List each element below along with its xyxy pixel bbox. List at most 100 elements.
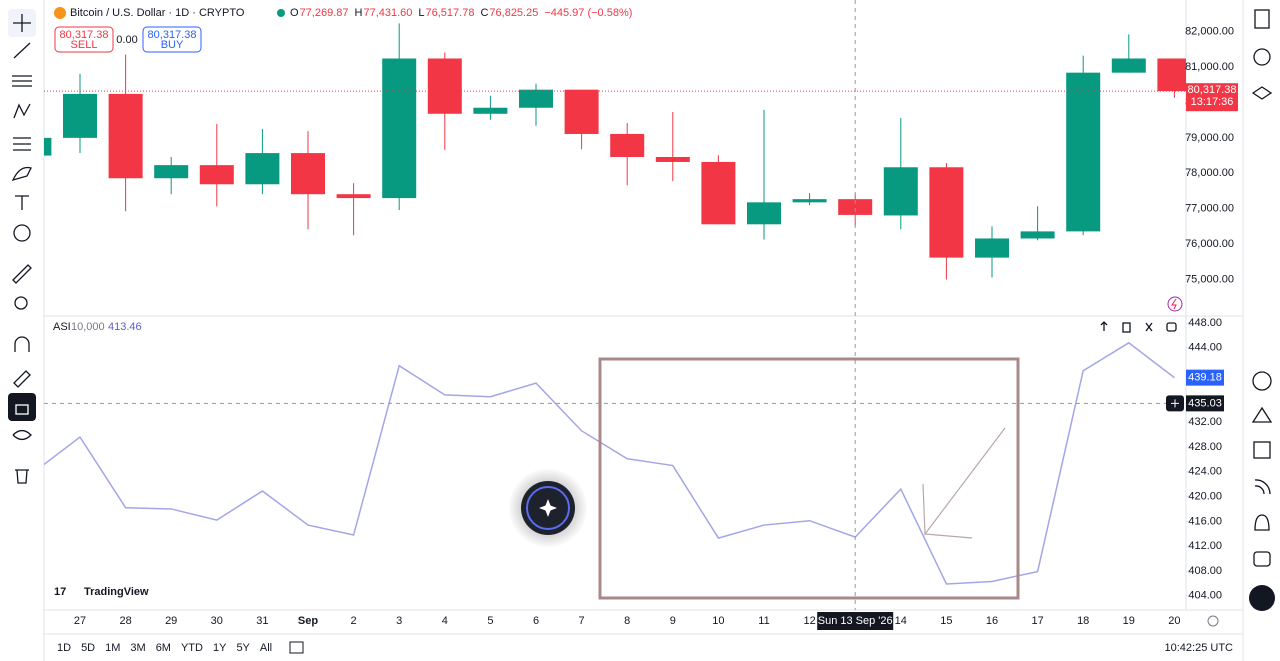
candle-body[interactable] xyxy=(382,58,417,199)
countdown: 13:17:36 xyxy=(1191,96,1234,108)
trendline-tool[interactable] xyxy=(13,42,31,59)
y-tick-label: 428.00 xyxy=(1188,441,1222,453)
timeframe[interactable]: 3M xyxy=(130,642,145,654)
candle-body[interactable] xyxy=(17,137,52,156)
drawn-rectangle[interactable] xyxy=(598,357,1020,600)
lock-drawing-tool[interactable] xyxy=(13,370,31,388)
timeframe[interactable]: 6M xyxy=(156,642,171,654)
x-tick-label: 7 xyxy=(579,615,585,627)
forecast-tool[interactable] xyxy=(13,137,31,151)
collapse-pane[interactable] xyxy=(1145,322,1153,332)
watchlist[interactable] xyxy=(1254,9,1270,29)
hide-tool[interactable] xyxy=(12,429,32,441)
timeframe[interactable]: 1D xyxy=(57,642,71,654)
timeframe[interactable]: YTD xyxy=(181,642,203,654)
candle-body[interactable] xyxy=(1157,58,1191,92)
date-range[interactable] xyxy=(289,641,304,654)
ideas[interactable] xyxy=(1251,406,1273,423)
plot-area xyxy=(17,0,1191,610)
brush-tool[interactable] xyxy=(11,166,32,182)
pattern-tool[interactable] xyxy=(13,103,31,119)
candle-body[interactable] xyxy=(883,167,918,216)
candle-body[interactable] xyxy=(63,93,97,138)
move-up[interactable] xyxy=(1100,321,1108,331)
timeframe[interactable]: 5D xyxy=(81,642,95,654)
magnet-tool[interactable] xyxy=(14,336,30,352)
candle-body[interactable] xyxy=(1066,72,1101,232)
emoji-tool[interactable] xyxy=(13,224,31,242)
timeframes: 1D 5D 1M 3M 6M YTD 1Y 5Y All xyxy=(57,642,272,654)
ohlc-value: 76,517.78 xyxy=(426,7,475,19)
candle-body[interactable] xyxy=(747,202,781,225)
candle-body[interactable] xyxy=(427,58,462,114)
alerts[interactable] xyxy=(1253,48,1271,66)
candle-body[interactable] xyxy=(1111,58,1146,73)
delete-pane[interactable] xyxy=(1122,322,1131,333)
candle-body[interactable] xyxy=(519,89,553,108)
x-tick-label: 16 xyxy=(986,615,998,627)
drawn-line[interactable] xyxy=(922,427,1006,536)
candle-body[interactable] xyxy=(154,165,189,179)
candle-body[interactable] xyxy=(108,93,143,179)
apps[interactable] xyxy=(1249,585,1275,611)
candle-body[interactable] xyxy=(245,153,280,185)
alert-icon[interactable] xyxy=(1167,296,1183,312)
candle-body[interactable] xyxy=(792,199,827,203)
ohlc-key: H xyxy=(355,7,363,19)
crosshair-value-bg xyxy=(1186,395,1224,412)
spread: 0.00 xyxy=(116,34,137,46)
timeframe[interactable]: 5Y xyxy=(236,642,250,654)
candle-body[interactable] xyxy=(929,167,964,258)
candle-body[interactable] xyxy=(975,238,1009,258)
last-price-bg xyxy=(1186,83,1238,112)
candle-body[interactable] xyxy=(1020,231,1055,239)
crosshair-tool[interactable] xyxy=(13,14,31,32)
x-tick-label: 6 xyxy=(533,615,539,627)
y-tick-label: 75,000.00 xyxy=(1185,273,1234,285)
candle-body[interactable] xyxy=(336,194,371,199)
axis-settings[interactable] xyxy=(1207,615,1219,627)
x-tick-label: 14 xyxy=(895,615,907,627)
asi-line[interactable] xyxy=(34,341,1175,585)
measure-tool[interactable] xyxy=(12,264,32,284)
target[interactable] xyxy=(1252,371,1272,391)
lock-active-bg[interactable] xyxy=(8,393,36,421)
crosshair-plus[interactable] xyxy=(1171,399,1179,408)
remove-tool[interactable] xyxy=(15,469,29,484)
candle-body[interactable] xyxy=(838,199,873,215)
ohlc-key: L xyxy=(418,7,424,19)
zoom-tool[interactable] xyxy=(14,296,28,310)
chat[interactable] xyxy=(1253,551,1271,567)
x-tick-label: 17 xyxy=(1031,615,1043,627)
alert-bolt xyxy=(1171,298,1177,310)
candle-body[interactable] xyxy=(473,107,508,114)
drawn-line[interactable] xyxy=(924,533,973,539)
streams[interactable] xyxy=(1254,479,1271,495)
x-tick-label: 15 xyxy=(940,615,952,627)
x-tick-label: 4 xyxy=(442,615,448,627)
indicator-name[interactable]: ASI xyxy=(53,321,71,333)
maximize-pane[interactable] xyxy=(1166,322,1177,332)
y-tick-label: 77,000.00 xyxy=(1185,203,1234,215)
timeframe[interactable]: 1Y xyxy=(213,642,227,654)
notifications[interactable] xyxy=(1254,514,1270,531)
timeframe[interactable]: 1M xyxy=(105,642,120,654)
candle-body[interactable] xyxy=(701,161,736,225)
candle-body[interactable] xyxy=(655,156,690,162)
candle-body[interactable] xyxy=(291,153,325,195)
buy-button[interactable] xyxy=(142,26,202,53)
symbol-icon xyxy=(54,7,66,19)
candle-body[interactable] xyxy=(564,89,599,134)
sell-button[interactable] xyxy=(54,26,114,53)
timeframe[interactable]: All xyxy=(260,642,272,654)
fib-tool[interactable] xyxy=(12,75,32,87)
candle-body[interactable] xyxy=(199,165,234,185)
y-tick-label: 76,000.00 xyxy=(1185,238,1234,250)
y-tick-label: 448.00 xyxy=(1188,317,1222,329)
calendar[interactable] xyxy=(1253,441,1271,459)
text-tool[interactable] xyxy=(15,195,29,210)
layers[interactable] xyxy=(1251,86,1273,100)
y-tick-label: 416.00 xyxy=(1188,515,1222,527)
candle-body[interactable] xyxy=(610,133,645,157)
symbol-title[interactable]: Bitcoin / U.S. Dollar · 1D · CRYPTO xyxy=(70,7,245,19)
